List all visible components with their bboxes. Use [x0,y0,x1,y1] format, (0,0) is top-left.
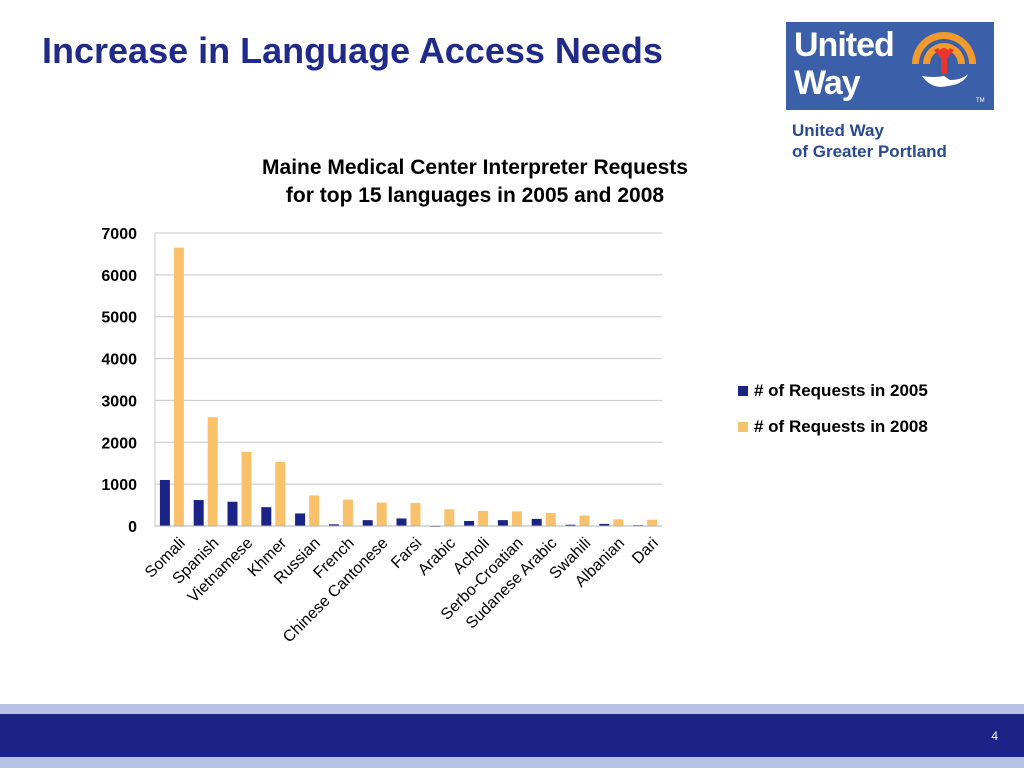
bar-2008-farsi [410,502,421,526]
x-tick-label: Dari [629,535,662,568]
y-tick-label: 1000 [101,477,137,494]
y-tick-label: 7000 [101,226,137,243]
logo-line1: United [794,26,895,64]
y-tick-label: 0 [128,519,137,536]
bar-2008-sudanese-arabic [545,513,556,526]
bar-2005-russian [295,513,306,526]
bar-2005-acholi [464,520,475,526]
bar-2005-albanian [599,523,610,526]
chart-title-line2: for top 15 languages in 2005 and 2008 [285,184,665,207]
bar-2008-chinese-cantonese [376,502,387,526]
bar-2008-somali [173,247,184,526]
y-tick-label: 2000 [101,435,137,452]
bar-2008-vietnamese [241,451,252,526]
bar-2005-vietnamese [227,501,238,526]
org-name-line1: United Way [792,121,884,140]
org-name: United Way of Greater Portland [792,120,947,162]
page-number: 4 [991,729,998,743]
bar-2005-swahili [565,524,576,526]
bar-2005-french [328,524,339,526]
bar-2008-russian [309,495,320,526]
bar-2008-serbo-croatian [511,511,522,526]
bar-2005-spanish [193,500,204,526]
united-way-logo: United Way TM [786,22,994,110]
legend-label-2005: # of Requests in 2005 [754,381,928,400]
legend-item-2005: # of Requests in 2005 [738,380,928,402]
bar-2008-spanish [207,417,218,526]
logo-trademark: TM [976,98,985,104]
legend-swatch-2005 [738,386,748,396]
legend-label-2008: # of Requests in 2008 [754,417,928,436]
y-tick-label: 3000 [101,393,137,410]
bar-2008-acholi [478,510,489,526]
hand-rainbow-icon [908,32,980,104]
x-tick-label: Arabic [415,535,459,579]
logo-line2: Way [794,64,861,102]
y-tick-label: 6000 [101,268,137,285]
chart-title: Maine Medical Center Interpreter Request… [180,154,770,210]
bar-2008-khmer [275,461,286,526]
org-name-line2: of Greater Portland [792,142,947,161]
bar-2005-somali [159,479,170,526]
footer-bar [0,714,1024,757]
chart-legend: # of Requests in 2005 # of Requests in 2… [738,380,928,452]
bar-2008-arabic [444,509,455,526]
logo-wordmark: United Way [794,26,895,102]
chart-title-line1: Maine Medical Center Interpreter Request… [262,156,688,179]
legend-swatch-2008 [738,422,748,432]
bar-2005-chinese-cantonese [362,520,373,526]
bar-2008-albanian [613,519,624,526]
bar-2005-sudanese-arabic [531,518,542,526]
bar-2008-swahili [579,515,590,526]
y-tick-label: 5000 [101,310,137,327]
bar-2005-farsi [396,518,407,526]
bar-2005-serbo-croatian [497,520,508,526]
bar-2008-dari [647,519,658,526]
bar-2005-khmer [261,507,272,526]
bar-chart: 01000200030004000500060007000SomaliSpani… [101,226,662,646]
y-tick-label: 4000 [101,352,137,369]
bar-2008-french [342,499,353,526]
slide-title: Increase in Language Access Needs [42,30,663,71]
legend-item-2008: # of Requests in 2008 [738,416,928,438]
